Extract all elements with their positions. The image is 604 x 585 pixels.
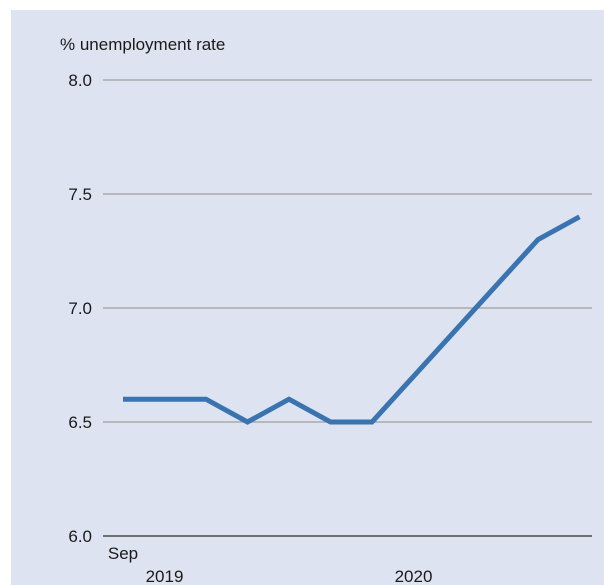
series-layer <box>123 214 581 425</box>
y-tick-label: 7.0 <box>68 299 92 318</box>
x-tick-labels: SepSep20192020 <box>108 544 433 585</box>
y-tick-label: 7.5 <box>68 185 92 204</box>
y-tick-label: 6.0 <box>68 527 92 546</box>
x-year-label: 2019 <box>146 567 184 585</box>
y-tick-labels: 6.0 6.5 7.0 7.5 8.0 <box>68 71 92 546</box>
y-tick-label: 6.5 <box>68 413 92 432</box>
plot-background <box>11 10 604 585</box>
series-line <box>123 214 581 425</box>
y-tick-label: 8.0 <box>68 71 92 90</box>
x-tick-label: Sep <box>108 544 138 563</box>
y-axis-title: % unemployment rate <box>60 35 225 54</box>
x-year-label: 2020 <box>395 567 433 585</box>
grid-layer <box>103 79 592 537</box>
